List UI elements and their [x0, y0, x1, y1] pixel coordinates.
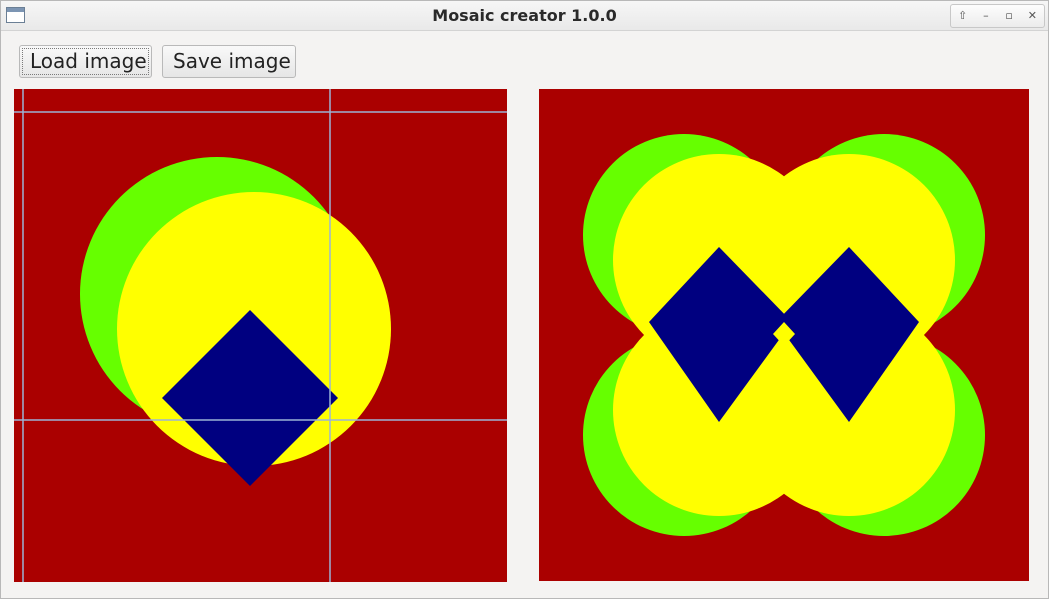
close-icon[interactable]: ✕ — [1027, 9, 1037, 22]
source-image-canvas[interactable] — [14, 89, 507, 582]
source-navy-diamond — [162, 310, 338, 486]
load-image-button[interactable]: Load image — [19, 45, 152, 78]
mosaic-result-canvas[interactable] — [539, 89, 1029, 581]
mosaic-navy-diamond-right — [776, 247, 919, 422]
window-controls: ⇧ – ▫ ✕ — [950, 4, 1045, 28]
save-image-button[interactable]: Save image — [162, 45, 296, 78]
mosaic-yellow-center-diamond — [773, 322, 795, 346]
maximize-icon[interactable]: ▫ — [1005, 9, 1013, 22]
source-image — [14, 89, 507, 582]
mosaic-navy-diamond-left — [649, 247, 792, 422]
mosaic-image — [539, 89, 1029, 581]
window-icon[interactable] — [6, 7, 25, 23]
title-bar[interactable]: Mosaic creator 1.0.0 ⇧ – ▫ ✕ — [1, 1, 1048, 31]
shade-icon[interactable]: ⇧ — [958, 9, 968, 22]
minimize-icon[interactable]: – — [983, 9, 989, 22]
window-title: Mosaic creator 1.0.0 — [432, 6, 617, 25]
